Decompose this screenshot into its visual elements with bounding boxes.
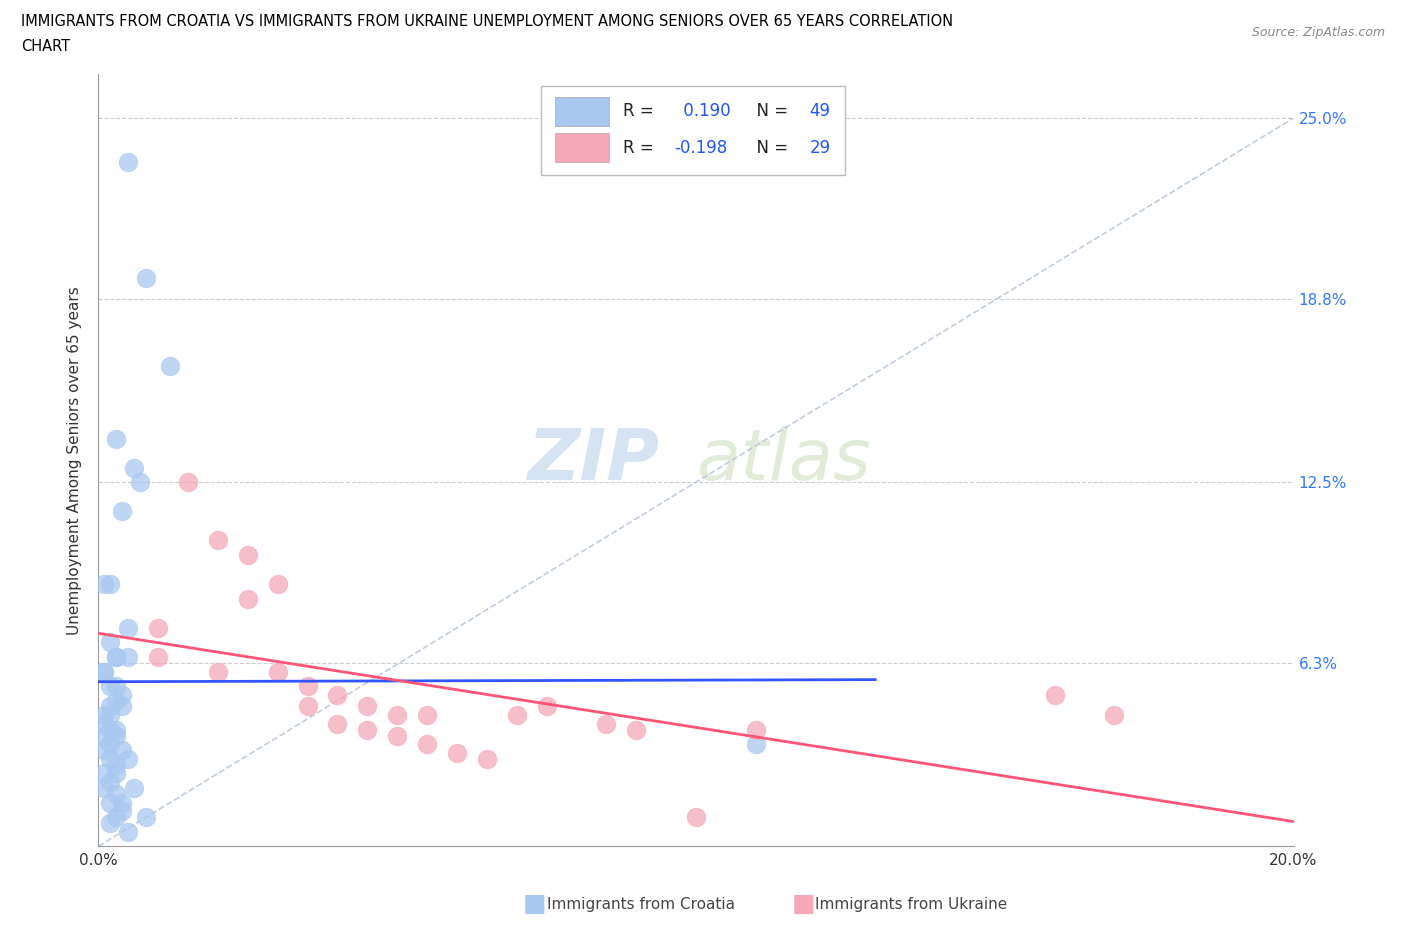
Point: [93, 766, 115, 781]
Point: [111, 687, 134, 702]
Text: Immigrants from Ukraine: Immigrants from Ukraine: [815, 897, 1008, 911]
Point: [93, 780, 115, 795]
Point: [111, 504, 134, 519]
Point: [111, 743, 134, 758]
Point: [93, 716, 115, 731]
Text: atlas: atlas: [696, 426, 870, 495]
Point: [105, 649, 128, 664]
Point: [100, 723, 122, 737]
Point: [506, 708, 529, 723]
Point: [356, 723, 378, 737]
Bar: [555, 133, 609, 163]
Point: [111, 699, 134, 714]
Point: [105, 766, 128, 781]
Point: [326, 716, 349, 731]
Point: [105, 810, 128, 825]
Point: [135, 271, 157, 286]
Point: [236, 548, 259, 563]
Point: [475, 751, 498, 766]
Point: [93, 664, 115, 679]
Point: [105, 693, 128, 708]
Point: [105, 679, 128, 694]
Point: [267, 577, 290, 591]
Bar: [555, 97, 609, 126]
Point: [385, 728, 409, 743]
Point: [326, 687, 349, 702]
Point: [100, 737, 122, 751]
Point: [207, 664, 229, 679]
Text: Immigrants from Croatia: Immigrants from Croatia: [547, 897, 734, 911]
Point: [100, 816, 122, 830]
Point: [105, 728, 128, 743]
Point: [93, 708, 115, 723]
Point: [93, 577, 115, 591]
Point: [135, 810, 157, 825]
Point: [100, 577, 122, 591]
Text: 0.190: 0.190: [678, 102, 731, 121]
Point: [105, 757, 128, 772]
Point: [117, 824, 139, 839]
Text: N =: N =: [747, 139, 793, 157]
Point: [117, 649, 139, 664]
Text: R =: R =: [623, 102, 659, 121]
Text: R =: R =: [623, 139, 659, 157]
Text: ■: ■: [792, 892, 815, 916]
FancyBboxPatch shape: [540, 86, 845, 175]
Text: -0.198: -0.198: [675, 139, 728, 157]
Point: [100, 795, 122, 810]
Text: ZIP: ZIP: [527, 426, 661, 495]
Point: [100, 775, 122, 790]
Point: [129, 474, 152, 489]
Point: [745, 723, 768, 737]
Point: [685, 810, 707, 825]
Point: [111, 804, 134, 818]
Text: Source: ZipAtlas.com: Source: ZipAtlas.com: [1251, 26, 1385, 39]
Y-axis label: Unemployment Among Seniors over 65 years: Unemployment Among Seniors over 65 years: [67, 286, 83, 635]
Point: [100, 699, 122, 714]
Point: [100, 635, 122, 650]
Point: [124, 460, 146, 475]
Text: ■: ■: [523, 892, 547, 916]
Point: [105, 723, 128, 737]
Point: [385, 708, 409, 723]
Point: [536, 699, 558, 714]
Point: [446, 746, 468, 761]
Point: [416, 737, 439, 751]
Point: [207, 533, 229, 548]
Point: [159, 358, 181, 373]
Point: [117, 751, 139, 766]
Point: [117, 154, 139, 169]
Point: [745, 737, 768, 751]
Point: [416, 708, 439, 723]
Text: CHART: CHART: [21, 39, 70, 54]
Point: [100, 679, 122, 694]
Point: [267, 664, 290, 679]
Point: [1104, 708, 1126, 723]
Point: [93, 728, 115, 743]
Point: [105, 432, 128, 446]
Text: 49: 49: [810, 102, 831, 121]
Point: [93, 743, 115, 758]
Point: [297, 679, 319, 694]
Point: [105, 649, 128, 664]
Point: [148, 649, 170, 664]
Point: [105, 787, 128, 802]
Text: N =: N =: [747, 102, 793, 121]
Point: [626, 723, 648, 737]
Point: [177, 474, 200, 489]
Point: [148, 620, 170, 635]
Point: [124, 780, 146, 795]
Text: 29: 29: [810, 139, 831, 157]
Point: [111, 795, 134, 810]
Text: IMMIGRANTS FROM CROATIA VS IMMIGRANTS FROM UKRAINE UNEMPLOYMENT AMONG SENIORS OV: IMMIGRANTS FROM CROATIA VS IMMIGRANTS FR…: [21, 14, 953, 29]
Point: [297, 699, 319, 714]
Point: [117, 620, 139, 635]
Point: [595, 716, 617, 731]
Point: [93, 664, 115, 679]
Point: [236, 591, 259, 606]
Point: [100, 751, 122, 766]
Point: [356, 699, 378, 714]
Point: [100, 708, 122, 723]
Point: [1043, 687, 1066, 702]
